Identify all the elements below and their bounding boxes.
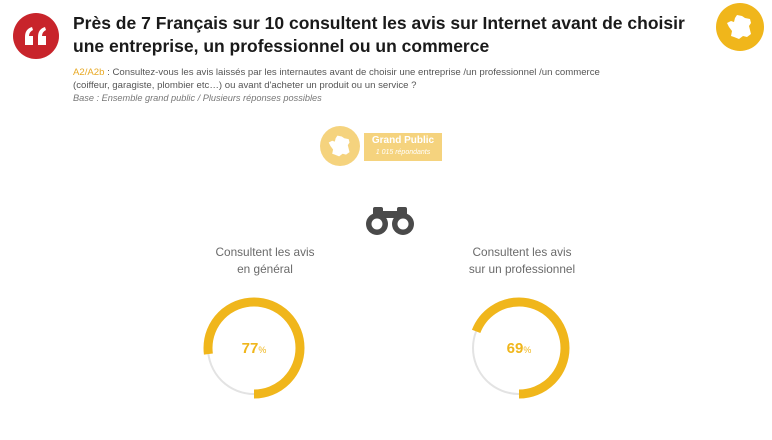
donut-value-number: 77	[242, 340, 259, 357]
donut-value-number: 69	[507, 340, 524, 357]
page-title: Près de 7 Français sur 10 consultent les…	[73, 12, 713, 58]
binoculars-icon	[366, 207, 414, 235]
donut-value-arc	[468, 297, 570, 399]
donut-value-label: 69%	[507, 340, 532, 357]
donut-value-unit: %	[258, 345, 266, 355]
france-shape	[727, 15, 751, 39]
donut-label-professional: Consultent les avis sur un professionnel	[422, 244, 622, 278]
audience-label: Grand Public 1 015 répondants	[364, 133, 442, 161]
audience-title: Grand Public	[371, 135, 435, 146]
donut-label-general-line-1: Consultent les avis	[215, 245, 315, 259]
donut-label-general: Consultent les avis en général	[165, 244, 365, 278]
donut-label-general-line-2: en général	[237, 262, 293, 276]
base-note: Base : Ensemble grand public / Plusieurs…	[73, 93, 322, 103]
quote-icon	[13, 13, 59, 59]
france-map-icon	[716, 3, 764, 51]
question-line-1: : Consultez-vous les avis laissés par le…	[104, 67, 600, 78]
donut-label-professional-line-1: Consultent les avis	[472, 245, 572, 259]
donut-chart-general: 77%	[203, 297, 305, 399]
donut-value-unit: %	[523, 345, 531, 355]
question-text: A2/A2b : Consultez-vous les avis laissés…	[73, 67, 713, 92]
france-map-icon	[320, 126, 360, 166]
donut-chart-professional: 69%	[468, 297, 570, 399]
france-shape-small	[328, 135, 350, 157]
question-code: A2/A2b	[73, 67, 105, 78]
question-line-2: (coiffeur, garagiste, plombier etc…) ou …	[73, 79, 417, 91]
quote-glyph	[25, 27, 46, 45]
donut-label-professional-line-2: sur un professionnel	[468, 262, 576, 276]
audience-badge: Grand Public 1 015 répondants	[320, 126, 444, 166]
audience-subtitle: 1 015 répondants	[375, 149, 431, 156]
headline-line-2: une entreprise, un professionnel ou un c…	[73, 36, 490, 56]
donut-value-arc	[203, 297, 305, 399]
headline-line-1: Près de 7 Français sur 10 consultent les…	[73, 13, 685, 33]
donut-value-label: 77%	[242, 340, 267, 357]
